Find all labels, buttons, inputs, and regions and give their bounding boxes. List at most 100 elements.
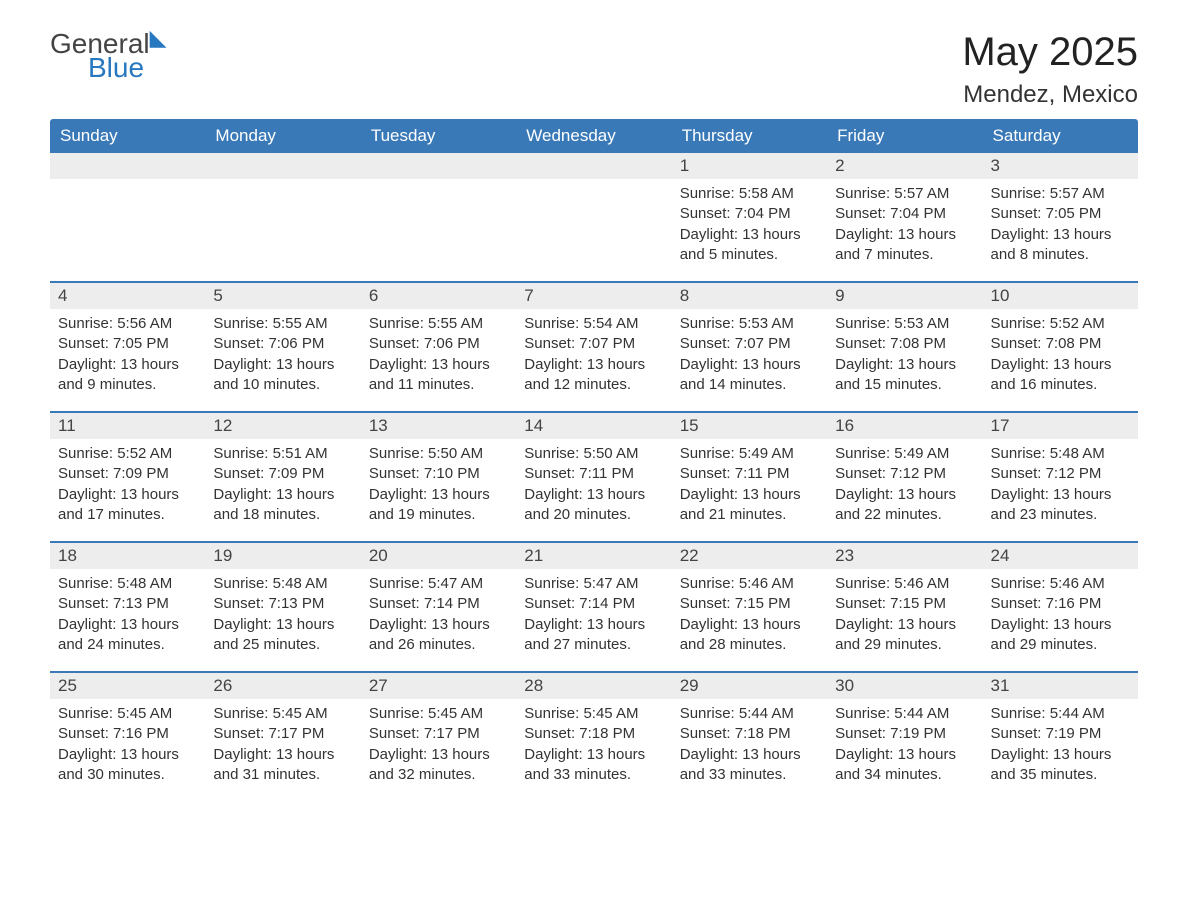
cell-line: Daylight: 13 hours and 34 minutes. — [835, 745, 974, 786]
cell-line: Sunrise: 5:52 AM — [991, 314, 1130, 334]
cell-content: Sunrise: 5:52 AMSunset: 7:09 PMDaylight:… — [50, 439, 205, 535]
day-number: 18 — [50, 543, 205, 569]
cell-line: Daylight: 13 hours and 27 minutes. — [524, 615, 663, 656]
cell-line: Sunset: 7:06 PM — [213, 334, 352, 354]
cell-line: Sunrise: 5:55 AM — [213, 314, 352, 334]
cell-line: Daylight: 13 hours and 8 minutes. — [991, 225, 1130, 266]
cell-line: Daylight: 13 hours and 11 minutes. — [369, 355, 508, 396]
cell-line: Sunrise: 5:57 AM — [835, 184, 974, 204]
calendar-cell: 15Sunrise: 5:49 AMSunset: 7:11 PMDayligh… — [672, 413, 827, 541]
cell-content: Sunrise: 5:50 AMSunset: 7:11 PMDaylight:… — [516, 439, 671, 535]
cell-line: Sunset: 7:16 PM — [991, 594, 1130, 614]
calendar-cell: 31Sunrise: 5:44 AMSunset: 7:19 PMDayligh… — [983, 673, 1138, 801]
calendar-cell: 12Sunrise: 5:51 AMSunset: 7:09 PMDayligh… — [205, 413, 360, 541]
day-header: Friday — [827, 119, 982, 153]
day-header-row: Sunday Monday Tuesday Wednesday Thursday… — [50, 119, 1138, 153]
cell-line: Sunrise: 5:56 AM — [58, 314, 197, 334]
logo-blue: Blue — [88, 54, 167, 82]
cell-line: Sunset: 7:05 PM — [991, 204, 1130, 224]
cell-content: Sunrise: 5:44 AMSunset: 7:18 PMDaylight:… — [672, 699, 827, 795]
calendar-cell: 3Sunrise: 5:57 AMSunset: 7:05 PMDaylight… — [983, 153, 1138, 281]
cell-line: Daylight: 13 hours and 32 minutes. — [369, 745, 508, 786]
cell-line: Daylight: 13 hours and 21 minutes. — [680, 485, 819, 526]
cell-content: Sunrise: 5:45 AMSunset: 7:18 PMDaylight:… — [516, 699, 671, 795]
day-number — [50, 153, 205, 179]
calendar-cell — [50, 153, 205, 281]
cell-content: Sunrise: 5:53 AMSunset: 7:07 PMDaylight:… — [672, 309, 827, 405]
calendar-cell: 17Sunrise: 5:48 AMSunset: 7:12 PMDayligh… — [983, 413, 1138, 541]
cell-content: Sunrise: 5:57 AMSunset: 7:05 PMDaylight:… — [983, 179, 1138, 275]
cell-line: Daylight: 13 hours and 29 minutes. — [835, 615, 974, 656]
week-row: 18Sunrise: 5:48 AMSunset: 7:13 PMDayligh… — [50, 541, 1138, 671]
cell-line: Sunset: 7:08 PM — [991, 334, 1130, 354]
month-title: May 2025 — [962, 30, 1138, 75]
cell-content: Sunrise: 5:51 AMSunset: 7:09 PMDaylight:… — [205, 439, 360, 535]
cell-line: Daylight: 13 hours and 10 minutes. — [213, 355, 352, 396]
week-row: 11Sunrise: 5:52 AMSunset: 7:09 PMDayligh… — [50, 411, 1138, 541]
day-number: 11 — [50, 413, 205, 439]
day-header: Thursday — [672, 119, 827, 153]
cell-line: Sunrise: 5:44 AM — [991, 704, 1130, 724]
weeks-container: 1Sunrise: 5:58 AMSunset: 7:04 PMDaylight… — [50, 153, 1138, 801]
cell-line: Sunset: 7:14 PM — [524, 594, 663, 614]
cell-content: Sunrise: 5:55 AMSunset: 7:06 PMDaylight:… — [205, 309, 360, 405]
day-number: 6 — [361, 283, 516, 309]
day-header: Monday — [205, 119, 360, 153]
cell-line: Sunrise: 5:48 AM — [58, 574, 197, 594]
cell-line: Sunrise: 5:49 AM — [835, 444, 974, 464]
calendar-cell — [516, 153, 671, 281]
cell-line: Sunset: 7:14 PM — [369, 594, 508, 614]
calendar-cell: 2Sunrise: 5:57 AMSunset: 7:04 PMDaylight… — [827, 153, 982, 281]
cell-line: Sunset: 7:08 PM — [835, 334, 974, 354]
day-header: Sunday — [50, 119, 205, 153]
cell-content: Sunrise: 5:49 AMSunset: 7:12 PMDaylight:… — [827, 439, 982, 535]
cell-line: Sunrise: 5:46 AM — [835, 574, 974, 594]
cell-content: Sunrise: 5:48 AMSunset: 7:13 PMDaylight:… — [205, 569, 360, 665]
cell-line: Daylight: 13 hours and 9 minutes. — [58, 355, 197, 396]
calendar-cell: 13Sunrise: 5:50 AMSunset: 7:10 PMDayligh… — [361, 413, 516, 541]
cell-line: Sunrise: 5:47 AM — [369, 574, 508, 594]
location: Mendez, Mexico — [962, 81, 1138, 109]
calendar-cell: 8Sunrise: 5:53 AMSunset: 7:07 PMDaylight… — [672, 283, 827, 411]
calendar-cell: 21Sunrise: 5:47 AMSunset: 7:14 PMDayligh… — [516, 543, 671, 671]
cell-line: Sunrise: 5:45 AM — [58, 704, 197, 724]
cell-line: Sunrise: 5:54 AM — [524, 314, 663, 334]
cell-content: Sunrise: 5:50 AMSunset: 7:10 PMDaylight:… — [361, 439, 516, 535]
calendar-cell: 27Sunrise: 5:45 AMSunset: 7:17 PMDayligh… — [361, 673, 516, 801]
day-number: 24 — [983, 543, 1138, 569]
cell-line: Sunrise: 5:53 AM — [680, 314, 819, 334]
cell-content: Sunrise: 5:54 AMSunset: 7:07 PMDaylight:… — [516, 309, 671, 405]
day-number: 25 — [50, 673, 205, 699]
logo: General◣ Blue — [50, 30, 167, 82]
calendar-cell: 28Sunrise: 5:45 AMSunset: 7:18 PMDayligh… — [516, 673, 671, 801]
cell-line: Sunrise: 5:58 AM — [680, 184, 819, 204]
cell-line: Sunset: 7:04 PM — [835, 204, 974, 224]
cell-content: Sunrise: 5:48 AMSunset: 7:13 PMDaylight:… — [50, 569, 205, 665]
calendar-cell: 19Sunrise: 5:48 AMSunset: 7:13 PMDayligh… — [205, 543, 360, 671]
calendar-cell: 11Sunrise: 5:52 AMSunset: 7:09 PMDayligh… — [50, 413, 205, 541]
cell-line: Daylight: 13 hours and 17 minutes. — [58, 485, 197, 526]
cell-line: Daylight: 13 hours and 31 minutes. — [213, 745, 352, 786]
cell-line: Daylight: 13 hours and 16 minutes. — [991, 355, 1130, 396]
calendar-cell: 1Sunrise: 5:58 AMSunset: 7:04 PMDaylight… — [672, 153, 827, 281]
day-number: 9 — [827, 283, 982, 309]
cell-line: Daylight: 13 hours and 12 minutes. — [524, 355, 663, 396]
cell-line: Sunrise: 5:47 AM — [524, 574, 663, 594]
cell-line: Sunrise: 5:50 AM — [524, 444, 663, 464]
day-number — [516, 153, 671, 179]
logo-text: General◣ Blue — [50, 30, 167, 82]
cell-line: Daylight: 13 hours and 33 minutes. — [680, 745, 819, 786]
day-number: 8 — [672, 283, 827, 309]
cell-line: Sunrise: 5:46 AM — [991, 574, 1130, 594]
cell-line: Sunrise: 5:49 AM — [680, 444, 819, 464]
cell-line: Sunset: 7:07 PM — [680, 334, 819, 354]
cell-line: Daylight: 13 hours and 30 minutes. — [58, 745, 197, 786]
cell-content: Sunrise: 5:46 AMSunset: 7:15 PMDaylight:… — [672, 569, 827, 665]
cell-content: Sunrise: 5:47 AMSunset: 7:14 PMDaylight:… — [516, 569, 671, 665]
cell-line: Daylight: 13 hours and 26 minutes. — [369, 615, 508, 656]
calendar-cell: 18Sunrise: 5:48 AMSunset: 7:13 PMDayligh… — [50, 543, 205, 671]
day-number: 7 — [516, 283, 671, 309]
cell-content: Sunrise: 5:45 AMSunset: 7:16 PMDaylight:… — [50, 699, 205, 795]
day-number: 15 — [672, 413, 827, 439]
day-number: 26 — [205, 673, 360, 699]
